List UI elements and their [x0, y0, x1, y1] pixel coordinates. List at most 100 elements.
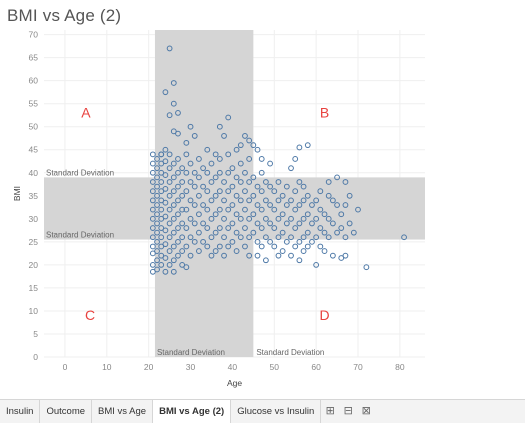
data-point	[154, 156, 160, 162]
data-point	[200, 165, 206, 172]
data-point	[175, 130, 181, 137]
data-point	[179, 234, 186, 241]
data-point	[179, 192, 186, 199]
data-point	[154, 165, 160, 172]
tab-insulin[interactable]: Insulin	[0, 400, 41, 423]
data-point	[166, 220, 173, 227]
data-point	[338, 255, 345, 261]
data-point	[216, 156, 223, 162]
data-point	[267, 160, 273, 167]
data-point	[221, 234, 227, 241]
data-point	[179, 261, 186, 268]
data-point	[300, 248, 307, 254]
data-point	[296, 220, 303, 227]
data-point	[175, 225, 181, 231]
data-point	[334, 229, 340, 236]
data-point	[170, 174, 177, 181]
data-point	[288, 252, 294, 259]
tab-bmi-vs-age-2[interactable]: BMI vs Age (2)	[153, 400, 232, 423]
data-point	[154, 229, 160, 236]
data-point	[149, 261, 156, 268]
age-band-left-label: Standard Deviation	[157, 348, 225, 357]
data-point	[158, 252, 165, 259]
data-point	[175, 110, 181, 116]
data-point	[221, 252, 227, 259]
y-tick-label: 60	[29, 76, 39, 86]
data-point	[154, 192, 160, 199]
data-point	[229, 183, 236, 190]
data-point	[254, 220, 261, 227]
data-point	[175, 156, 181, 162]
y-tick-label: 25	[29, 237, 39, 247]
data-point	[267, 202, 273, 208]
age-band-right-label: Standard Deviation	[256, 348, 324, 357]
data-point	[158, 160, 165, 167]
data-point	[158, 179, 165, 185]
data-point	[166, 248, 173, 254]
data-point	[196, 192, 202, 199]
new-worksheet-icon[interactable]: ⊞	[325, 405, 335, 417]
data-point	[346, 220, 353, 227]
bmi-band-lower-label: Standard Deviation	[46, 231, 114, 240]
y-tick-label: 65	[29, 53, 39, 63]
data-point	[166, 206, 173, 213]
data-point	[154, 257, 160, 264]
data-point	[154, 238, 160, 245]
data-point	[158, 169, 165, 176]
data-point	[237, 160, 244, 167]
new-story-icon[interactable]: ⊠	[361, 405, 371, 417]
data-point	[254, 183, 261, 190]
data-point	[221, 215, 227, 222]
tab-bmi-vs-age[interactable]: BMI vs Age	[92, 400, 154, 423]
tab-glucose-vs-insulin[interactable]: Glucose vs Insulin	[231, 400, 322, 423]
data-point	[296, 238, 303, 245]
data-point	[158, 215, 165, 222]
data-point	[309, 220, 315, 227]
data-point	[325, 192, 332, 199]
data-point	[158, 206, 165, 213]
y-axis-title: BMI	[12, 186, 22, 201]
tab-outcome[interactable]: Outcome	[40, 400, 93, 423]
data-point	[216, 169, 223, 176]
data-point	[166, 45, 173, 52]
data-point	[279, 192, 286, 199]
data-point	[212, 229, 219, 236]
data-point	[271, 206, 278, 213]
data-point	[279, 211, 286, 218]
new-dashboard-icon[interactable]: ⊟	[343, 405, 353, 417]
data-point	[304, 229, 311, 236]
data-point	[288, 234, 294, 241]
data-point	[149, 243, 156, 250]
data-point	[162, 268, 169, 275]
y-tick-label: 35	[29, 191, 39, 201]
data-point	[149, 197, 156, 204]
x-tick-label: 20	[144, 362, 154, 372]
data-point	[342, 234, 349, 241]
data-point	[334, 174, 340, 181]
data-point	[225, 114, 232, 121]
data-point	[208, 197, 215, 204]
data-point	[166, 151, 173, 158]
data-point	[149, 179, 156, 185]
data-point	[267, 238, 273, 245]
data-point	[267, 220, 273, 227]
data-point	[179, 179, 186, 185]
data-point	[317, 206, 324, 213]
data-point	[292, 156, 299, 162]
data-point	[233, 211, 240, 218]
data-point	[166, 165, 173, 172]
data-point	[204, 243, 211, 250]
data-point	[329, 197, 336, 204]
data-point	[170, 160, 177, 167]
data-point	[149, 250, 156, 257]
data-point	[187, 160, 194, 167]
data-point	[166, 192, 173, 199]
data-point	[158, 197, 165, 204]
y-tick-label: 55	[29, 99, 39, 109]
data-point	[288, 197, 294, 204]
data-point	[279, 229, 286, 236]
data-point	[355, 206, 361, 213]
data-point	[233, 146, 240, 153]
data-point	[187, 123, 194, 130]
x-tick-label: 40	[228, 362, 238, 372]
